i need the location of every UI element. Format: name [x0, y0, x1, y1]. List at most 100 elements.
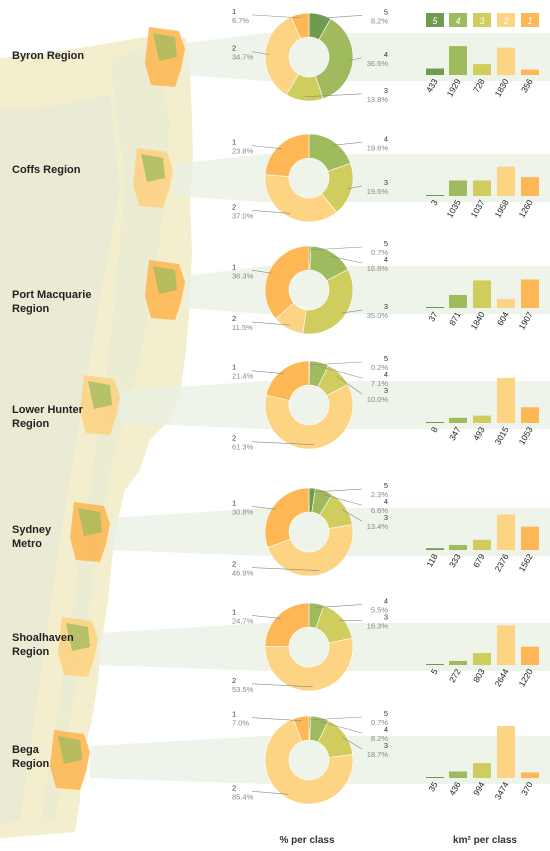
bar-bega-class-2 — [497, 726, 515, 778]
region-label-bega-line1: Bega — [12, 744, 40, 756]
slice-class-bega-3: 3 — [384, 741, 388, 750]
bar-byron-class-4 — [449, 46, 467, 75]
leader-port-macquarie-class-3 — [341, 309, 363, 314]
bar-coffs-class-1 — [521, 177, 539, 196]
region-label-shoalhaven-line2: Region — [12, 646, 50, 658]
bar-port-macquarie-class-5 — [426, 307, 444, 308]
bar-label-port-macquarie-class-5: 37 — [426, 310, 440, 323]
slice-percent-coffs-4: 19.6% — [367, 143, 389, 152]
slice-percent-bega-4: 8.2% — [371, 734, 388, 743]
bar-bega-class-1 — [521, 772, 539, 778]
slice-class-bega-4: 4 — [384, 725, 388, 734]
leader-coffs-class-3 — [347, 185, 363, 190]
chart-sydney-metro: 130.8%246.9%52.3%46.6%313.4%118 333 679 237… — [232, 481, 539, 578]
region-label-sydney-metro-line2: Metro — [12, 538, 42, 550]
slice-percent-byron-3: 13.8% — [367, 95, 389, 104]
slice-class-coffs-3: 3 — [384, 178, 388, 187]
slice-percent-port-macquarie-2: 11.5% — [232, 323, 253, 332]
legend-label-class-3: 3 — [479, 16, 484, 26]
legend-label-class-4: 4 — [455, 16, 460, 26]
bar-shoalhaven-class-5 — [426, 664, 444, 665]
slice-percent-sydney-metro-4: 6.6% — [371, 506, 388, 515]
leader-shoalhaven-class-4 — [315, 604, 363, 608]
bar-port-macquarie-class-2 — [497, 298, 515, 308]
region-label-byron: Byron Region — [12, 50, 84, 62]
bar-coffs-class-5 — [426, 195, 444, 196]
bar-lower-hunter-class-1 — [521, 407, 539, 423]
slice-percent-sydney-metro-1: 30.8% — [232, 507, 254, 516]
slice-percent-bega-5: 0.7% — [371, 718, 388, 727]
bar-caption: km² per class — [453, 835, 517, 846]
region-label-sydney-metro: Sydney Metro — [12, 524, 54, 550]
donut-slice-byron-class-4 — [315, 18, 354, 100]
legend-label-class-2: 2 — [502, 16, 508, 26]
slice-class-coffs-2: 2 — [232, 202, 236, 211]
legend-box-class-5 — [426, 13, 444, 27]
slice-percent-port-macquarie-1: 36.3% — [232, 271, 254, 280]
donut-slice-coffs-class-2 — [264, 174, 338, 223]
band-shoalhaven — [98, 623, 550, 671]
leader-lower-hunter-class-4 — [318, 365, 363, 379]
donut-slice-byron-class-2 — [264, 16, 302, 96]
region-label-port-macquarie: Port Macquarie Region — [12, 289, 95, 315]
legend-box-class-2 — [497, 13, 515, 27]
slice-percent-port-macquarie-3: 35.0% — [367, 311, 389, 320]
slice-percent-coffs-3: 19.6% — [367, 187, 389, 196]
leader-byron-class-2 — [251, 51, 270, 55]
region-patch-vegetation-coffs — [141, 154, 165, 182]
slice-percent-port-macquarie-5: 0.7% — [371, 248, 388, 257]
donut-slice-sydney-metro-class-2 — [267, 524, 354, 577]
region-label-lower-hunter: Lower Hunter Region — [12, 404, 86, 430]
bar-bega-class-5 — [426, 777, 444, 778]
bar-bega-class-4 — [449, 771, 467, 778]
bar-sydney-metro-class-5 — [426, 548, 444, 550]
bar-label-bega-class-5: 35 — [426, 780, 440, 793]
leader-bega-class-5 — [309, 716, 363, 721]
bar-lower-hunter-class-4 — [449, 417, 467, 423]
pie-caption: % per class — [279, 835, 334, 846]
bar-byron-class-3 — [473, 64, 491, 75]
slice-class-lower-hunter-4: 4 — [384, 370, 388, 379]
slice-class-byron-1: 1 — [232, 7, 236, 16]
leader-byron-class-1 — [251, 14, 301, 19]
legend-box-class-1 — [521, 13, 539, 27]
bar-byron-class-1 — [521, 69, 539, 75]
bar-shoalhaven-class-3 — [473, 652, 491, 665]
slice-percent-byron-2: 34.7% — [232, 53, 254, 62]
slice-percent-shoalhaven-3: 16.3% — [367, 622, 389, 631]
band-coffs — [173, 154, 550, 202]
leader-sydney-metro-class-5 — [311, 488, 363, 493]
chart-bega: 17.0%285.4%50.7%48.2%318.7%35 436 994 3474 3… — [232, 709, 539, 805]
bar-label-coffs-class-5: 3 — [429, 198, 440, 207]
slice-class-sydney-metro-4: 4 — [384, 497, 388, 506]
leader-port-macquarie-class-4 — [330, 255, 363, 264]
bar-bega-class-3 — [473, 763, 491, 778]
slice-percent-sydney-metro-5: 2.3% — [371, 490, 388, 499]
region-map-patches — [50, 27, 185, 790]
slice-percent-bega-2: 85.4% — [232, 792, 254, 801]
bar-port-macquarie-class-3 — [473, 280, 491, 308]
leader-lower-hunter-class-1 — [251, 370, 285, 375]
leader-byron-class-5 — [319, 15, 363, 19]
slice-class-lower-hunter-1: 1 — [232, 363, 236, 372]
region-label-bega: Bega Region — [12, 744, 50, 770]
slice-percent-shoalhaven-2: 53.5% — [232, 685, 254, 694]
bar-label-lower-hunter-class-5: 8 — [429, 425, 440, 434]
slice-class-port-macquarie-5: 5 — [384, 239, 388, 248]
region-patch-vegetation-byron — [153, 33, 177, 61]
leader-coffs-class-1 — [251, 145, 282, 149]
slice-percent-bega-1: 7.0% — [232, 719, 249, 728]
bar-lower-hunter-class-2 — [497, 377, 515, 423]
bar-label-shoalhaven-class-5: 5 — [429, 667, 440, 676]
donut-slice-byron-class-1 — [290, 12, 310, 40]
region-label-port-macquarie-line2: Region — [12, 303, 50, 315]
region-label-bega-line2: Region — [12, 758, 50, 770]
slice-class-port-macquarie-2: 2 — [232, 314, 236, 323]
slice-class-lower-hunter-3: 3 — [384, 386, 388, 395]
bar-byron-class-5 — [426, 68, 444, 75]
donut-slice-bega-class-2 — [264, 718, 354, 805]
slice-percent-byron-5: 8.2% — [371, 16, 388, 25]
donut-slice-coffs-class-1 — [264, 133, 310, 177]
slice-percent-port-macquarie-4: 16.6% — [367, 264, 389, 273]
donut-slice-lower-hunter-class-1 — [265, 360, 310, 401]
